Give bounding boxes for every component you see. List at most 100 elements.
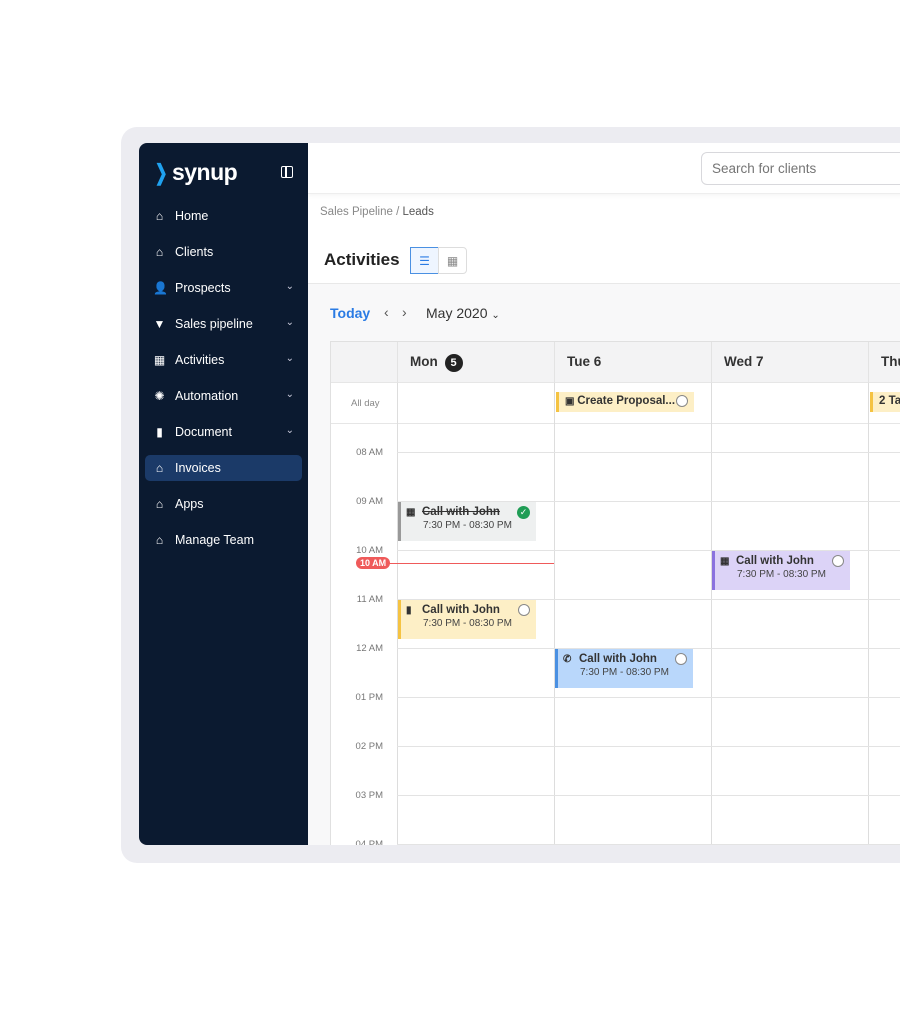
sidebar-item-document[interactable]: ▮ Document ⌄ <box>145 419 302 445</box>
calendar-icon: ▦ <box>720 555 730 567</box>
hour-line <box>397 452 900 453</box>
calendar-icon: ▦ <box>446 253 459 268</box>
breadcrumb-current: Leads <box>402 206 434 218</box>
week-grid: Mon 5 Tue 6 Wed 7 Thu All day ▣ Create Prop… <box>330 341 900 845</box>
prev-arrow-icon[interactable]: ‹ <box>384 304 389 320</box>
hour-line <box>397 795 900 796</box>
chevron-down-icon: ⌄ <box>491 310 500 321</box>
sidebar-item-automation[interactable]: ✺ Automation ⌄ <box>145 383 302 409</box>
event-title: Call with John <box>736 555 814 567</box>
sidebar-item-label: Home <box>175 209 209 223</box>
list-icon: ☰ <box>419 253 430 268</box>
app-window: ❯ synup ⌂ Home ⌂ Clients 👤 Prospects ⌄ ▼ Sales pi… <box>139 143 900 845</box>
user-icon: 👤 <box>153 280 168 295</box>
sidebar-item-activities[interactable]: ▦ Activities ⌄ <box>145 347 302 373</box>
hour-label: 08 AM <box>356 447 383 458</box>
gear-icon: ✺ <box>154 388 165 403</box>
event-title: Call with John <box>422 604 500 616</box>
status-circle-icon[interactable] <box>675 653 687 665</box>
breadcrumb-parent[interactable]: Sales Pipeline <box>320 206 393 218</box>
sidebar-item-label: Automation <box>175 389 239 403</box>
hour-label: 12 AM <box>356 643 383 654</box>
logo-text: synup <box>171 159 238 185</box>
column-divider <box>397 383 398 845</box>
calendar-icon: ▦ <box>153 352 166 367</box>
day-header[interactable]: Thu <box>868 342 900 383</box>
day-header[interactable]: Tue 6 <box>554 342 711 383</box>
sidebar-item-label: Activities <box>175 353 225 367</box>
event-title: Call with John <box>579 653 657 665</box>
calendar-view-button[interactable]: ▦ <box>438 247 467 274</box>
all-day-task[interactable]: 2 Tasks <box>870 392 900 412</box>
day-name: Mon <box>410 354 438 369</box>
chevron-down-icon: ⌄ <box>285 389 294 400</box>
hour-line <box>397 844 900 845</box>
column-divider <box>711 383 712 845</box>
hour-line <box>397 550 900 551</box>
hour-line <box>397 599 900 600</box>
task-label: 2 Tasks <box>879 395 900 407</box>
month-label: May 2020 <box>426 305 488 321</box>
home-icon: ⌂ <box>155 208 164 223</box>
sidebar-item-manage-team[interactable]: ⌂ Manage Team <box>145 527 302 553</box>
collapse-sidebar-icon[interactable] <box>281 166 293 178</box>
check-circle-icon[interactable]: ✓ <box>517 506 530 519</box>
current-time-line <box>371 563 554 564</box>
search-input[interactable] <box>701 152 900 185</box>
month-selector[interactable]: May 2020 ⌄ <box>426 305 500 321</box>
today-badge: 5 <box>444 354 463 372</box>
sidebar-item-label: Invoices <box>175 461 221 475</box>
day-header[interactable]: Wed 7 <box>711 342 868 383</box>
hour-label: 03 PM <box>355 790 383 801</box>
sidebar: ❯ synup ⌂ Home ⌂ Clients 👤 Prospects ⌄ ▼ Sales pi… <box>139 143 308 845</box>
clipboard-icon: ▣ <box>565 396 578 407</box>
calendar-icon: ▦ <box>406 506 416 518</box>
sidebar-item-clients[interactable]: ⌂ Clients <box>145 239 302 265</box>
sidebar-item-label: Document <box>175 425 232 439</box>
logo-chevron-icon: ❯ <box>154 159 168 185</box>
day-header[interactable]: Mon 5 <box>397 342 554 383</box>
event-card[interactable]: ▦ Call with John 7:30 PM - 08:30 PM ✓ <box>398 502 536 541</box>
hour-label: 11 AM <box>356 594 383 605</box>
current-time-badge: 10 AM <box>356 557 391 569</box>
all-day-task[interactable]: ▣ Create Proposal... <box>556 392 694 412</box>
sidebar-item-sales-pipeline[interactable]: ▼ Sales pipeline ⌄ <box>145 311 302 337</box>
sidebar-item-label: Sales pipeline <box>175 317 253 331</box>
all-day-row: All day ▣ Create Proposal... 2 Tasks <box>331 383 900 424</box>
hour-line <box>397 648 900 649</box>
sidebar-item-invoices[interactable]: ⌂ Invoices <box>145 455 302 481</box>
status-circle-icon[interactable] <box>518 604 530 616</box>
status-circle-icon[interactable] <box>676 395 688 407</box>
sidebar-item-home[interactable]: ⌂ Home <box>145 203 302 229</box>
sidebar-item-label: Prospects <box>175 281 231 295</box>
sidebar-nav: ⌂ Home ⌂ Clients 👤 Prospects ⌄ ▼ Sales pipeline ⌄… <box>145 203 302 563</box>
today-button[interactable]: Today <box>330 305 371 321</box>
sidebar-item-prospects[interactable]: 👤 Prospects ⌄ <box>145 275 302 301</box>
event-card[interactable]: ▦ Call with John 7:30 PM - 08:30 PM <box>712 551 850 590</box>
chevron-down-icon: ⌄ <box>285 353 294 364</box>
task-label: Create Proposal... <box>577 395 676 407</box>
topbar <box>308 143 900 194</box>
list-view-button[interactable]: ☰ <box>410 247 439 274</box>
chevron-down-icon: ⌄ <box>285 317 294 328</box>
hour-label: 09 AM <box>356 496 383 507</box>
hour-label: 01 PM <box>355 692 383 703</box>
home-icon: ⌂ <box>155 532 164 547</box>
sidebar-item-label: Clients <box>175 245 214 259</box>
day-header-row: Mon 5 Tue 6 Wed 7 Thu <box>331 342 900 383</box>
event-card[interactable]: ✆ Call with John 7:30 PM - 08:30 PM <box>555 649 693 688</box>
event-title: Call with John <box>422 506 500 518</box>
breadcrumb: Sales Pipeline / Leads <box>320 206 434 218</box>
next-arrow-icon[interactable]: › <box>402 304 407 320</box>
home-icon: ⌂ <box>155 244 164 259</box>
hour-label: 02 PM <box>355 741 383 752</box>
day-name: Tue 6 <box>567 354 602 369</box>
logo: ❯ synup <box>152 159 238 186</box>
home-icon: ⌂ <box>155 496 164 511</box>
sidebar-item-apps[interactable]: ⌂ Apps <box>145 491 302 517</box>
status-circle-icon[interactable] <box>832 555 844 567</box>
breadcrumb-sep: / <box>392 206 403 218</box>
event-card[interactable]: ▮ Call with John 7:30 PM - 08:30 PM <box>398 600 536 639</box>
column-divider <box>554 383 555 845</box>
hour-line <box>397 501 900 502</box>
